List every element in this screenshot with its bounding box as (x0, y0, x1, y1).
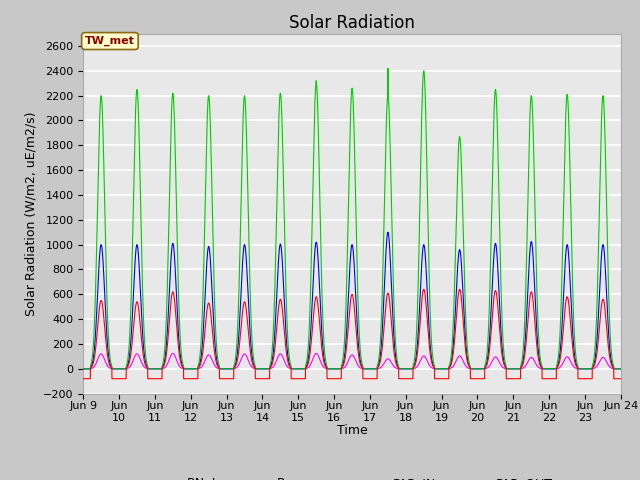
Y-axis label: Solar Radiation (W/m2, uE/m2/s): Solar Radiation (W/m2, uE/m2/s) (24, 111, 37, 316)
X-axis label: Time: Time (337, 424, 367, 437)
Text: TW_met: TW_met (85, 36, 135, 46)
Title: Solar Radiation: Solar Radiation (289, 14, 415, 32)
Legend: RNet, Pyranom, PAR_IN, PAR_OUT: RNet, Pyranom, PAR_IN, PAR_OUT (147, 472, 557, 480)
